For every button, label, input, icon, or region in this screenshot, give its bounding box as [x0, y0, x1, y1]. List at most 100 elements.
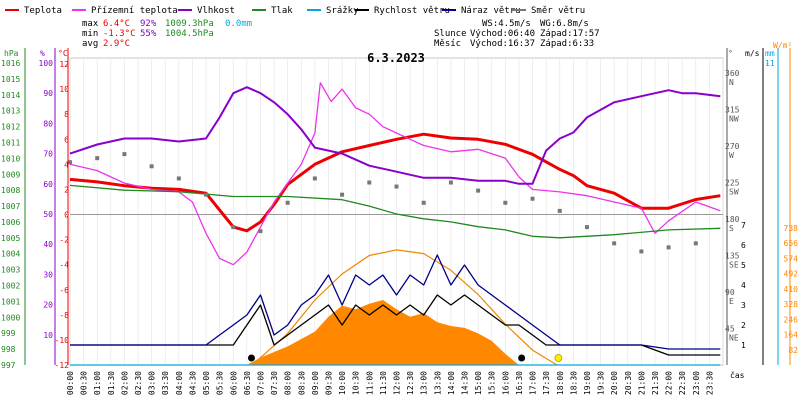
time-tick: 07:30 — [270, 371, 279, 395]
wind-direction-point — [693, 241, 698, 246]
wind-direction-point — [394, 184, 399, 189]
time-tick: 18:00 — [556, 371, 565, 395]
wind-direction-point — [448, 180, 453, 185]
time-tick: 05:00 — [202, 371, 211, 395]
time-tick: 04:30 — [188, 371, 197, 395]
legend-label: Vlhkost — [197, 6, 235, 16]
wind-direction-point — [312, 176, 317, 181]
humidity-tick: 90 — [43, 89, 53, 98]
wind-direction-point — [503, 200, 508, 205]
wind-tick: 3 — [741, 301, 746, 310]
pressure-tick: 1004 — [1, 250, 20, 259]
stats-humidity: 55% — [140, 29, 157, 39]
time-tick: 04:00 — [175, 371, 184, 395]
direction-tick: 90 — [725, 288, 735, 297]
time-tick: 20:30 — [624, 371, 633, 395]
temperature-tick: 10 — [59, 85, 69, 94]
pressure-tick: 1016 — [1, 59, 20, 68]
time-tick: 22:00 — [665, 371, 674, 395]
time-tick: 11:00 — [365, 371, 374, 395]
time-tick: 01:30 — [107, 371, 116, 395]
temperature-tick: -8 — [59, 311, 69, 320]
wind-direction-point — [95, 156, 100, 161]
time-tick: 03:30 — [161, 371, 170, 395]
direction-tick: 270 — [725, 142, 740, 151]
pressure-tick: 1007 — [1, 202, 20, 211]
legend-label: Směr větru — [531, 6, 585, 16]
stats-temp: -1.3°C — [103, 29, 136, 39]
time-tick: 15:00 — [474, 371, 483, 395]
wind-direction-point — [612, 241, 617, 246]
solar-tick: 82 — [788, 346, 798, 355]
time-tick: 21:30 — [651, 371, 660, 395]
stats-pressure: 1009.3hPa — [165, 19, 214, 29]
humidity-tick: 20 — [43, 301, 53, 310]
solar-tick: 246 — [784, 315, 799, 324]
wind-tick: 6 — [741, 241, 746, 250]
sun-label: Slunce — [434, 29, 467, 39]
pressure-tick: 1002 — [1, 282, 20, 291]
stats-row-label: max — [82, 19, 99, 29]
legend-label: Srážky — [326, 6, 359, 16]
wind-axis-label: m/s — [745, 49, 760, 58]
stats-humidity: 92% — [140, 19, 157, 29]
direction-compass-label: N — [729, 78, 734, 87]
wind-tick: 4 — [741, 281, 746, 290]
wind-tick: 1 — [741, 341, 746, 350]
stats-row-label: avg — [82, 39, 98, 49]
time-tick: 16:00 — [501, 371, 510, 395]
stats-wind-gust: WG:6.8m/s — [540, 19, 589, 29]
pressure-tick: 1001 — [1, 297, 20, 306]
temperature-tick: 0 — [64, 211, 69, 220]
humidity-tick: 30 — [43, 270, 53, 279]
pressure-tick: 997 — [1, 361, 16, 370]
wind-direction-point — [421, 200, 426, 205]
temperature-tick: 12 — [59, 60, 69, 69]
direction-compass-label: E — [729, 297, 734, 306]
series-p-zemn-teplota — [69, 82, 721, 266]
wind-direction-point — [340, 192, 345, 197]
rain-axis-label: mm — [765, 49, 775, 58]
clear-sky-radiation-curve — [251, 249, 558, 366]
pressure-tick: 1010 — [1, 154, 20, 163]
time-tick: 09:00 — [311, 371, 320, 395]
time-tick: 22:30 — [678, 371, 687, 395]
temperature-tick: -10 — [55, 336, 70, 345]
direction-tick: 315 — [725, 106, 740, 115]
legend-label: Přízemní teplota — [91, 6, 178, 16]
time-tick: 12:30 — [406, 371, 415, 395]
pressure-tick: 1009 — [1, 170, 20, 179]
rain-tick: 1 — [765, 59, 770, 68]
pressure-axis-label: hPa — [4, 49, 19, 58]
direction-compass-label: S — [729, 224, 734, 233]
time-tick: 05:30 — [216, 371, 225, 395]
pressure-tick: 1012 — [1, 123, 20, 132]
solar-tick: 574 — [784, 254, 799, 263]
stats-temp: 6.4°C — [103, 19, 130, 29]
time-tick: 08:30 — [297, 371, 306, 395]
time-tick: 00:30 — [80, 371, 89, 395]
pressure-tick: 1005 — [1, 234, 20, 243]
pressure-tick: 998 — [1, 345, 16, 354]
legend-label: Tlak — [271, 6, 293, 16]
humidity-tick: 60 — [43, 180, 53, 189]
wind-direction-point — [476, 188, 481, 193]
direction-compass-label: NW — [729, 115, 739, 124]
temperature-tick: 2 — [64, 185, 69, 194]
direction-compass-label: SW — [729, 188, 739, 197]
pressure-tick: 1014 — [1, 91, 20, 100]
time-tick: 19:30 — [597, 371, 606, 395]
stats-rain: 0.0mm — [225, 19, 252, 29]
humidity-tick: 70 — [43, 150, 53, 159]
wind-direction-point — [666, 245, 671, 250]
solar-axis-label: W/m² — [773, 41, 792, 50]
direction-tick: 45 — [725, 325, 735, 334]
time-tick: 21:00 — [637, 371, 646, 395]
pressure-tick: 1006 — [1, 218, 20, 227]
wind-direction-point — [258, 229, 263, 234]
direction-compass-label: SE — [729, 261, 739, 270]
direction-axis-label: ° — [728, 49, 733, 58]
legend-label: Náraz větru — [461, 6, 521, 16]
